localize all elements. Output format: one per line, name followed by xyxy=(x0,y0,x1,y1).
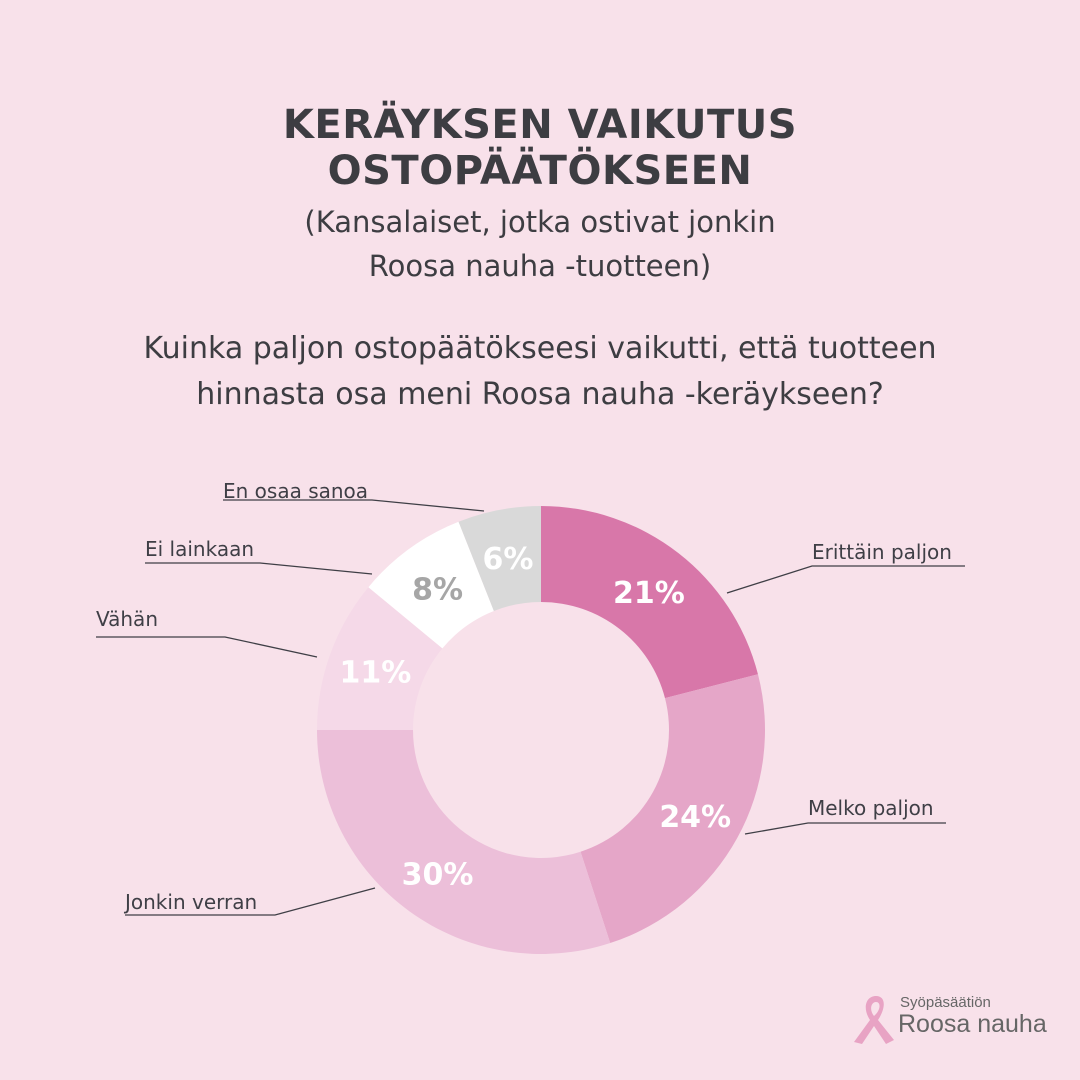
leader-line xyxy=(223,499,485,512)
donut-slice-0 xyxy=(541,506,758,699)
donut-slice-5 xyxy=(458,506,541,611)
slice-category-label: En osaa sanoa xyxy=(223,479,368,503)
question-line-1: Kuinka paljon ostopäätökseesi vaikutti, … xyxy=(143,331,937,366)
subtitle-line-1: (Kansalaiset, jotka ostivat jonkin xyxy=(304,205,776,239)
chart-title: KERÄYKSEN VAIKUTUS OSTOPÄÄTÖKSEEN xyxy=(0,102,1080,194)
slice-category-label: Jonkin verran xyxy=(123,890,257,914)
donut-slice-3 xyxy=(317,587,443,730)
subtitle-line-2: Roosa nauha -tuotteen) xyxy=(368,249,712,283)
roosa-nauha-logo: Syöpäsäätiön Roosa nauha xyxy=(842,990,1052,1050)
donut-slice-4 xyxy=(368,521,494,649)
slice-value-label: 21% xyxy=(613,576,685,611)
donut-slice-1 xyxy=(580,674,765,944)
chart-subtitle: (Kansalaiset, jotka ostivat jonkin Roosa… xyxy=(0,200,1080,288)
leader-line xyxy=(125,887,376,916)
pink-ribbon-icon xyxy=(854,996,894,1044)
survey-question: Kuinka paljon ostopäätökseesi vaikutti, … xyxy=(0,326,1080,418)
question-line-2: hinnasta osa meni Roosa nauha -keräyksee… xyxy=(196,377,884,412)
slice-value-label: 6% xyxy=(483,542,534,577)
logo-big-text: Roosa nauha xyxy=(898,1010,1047,1038)
leader-line xyxy=(744,822,946,835)
slice-value-label: 11% xyxy=(339,655,411,690)
slice-value-label: 24% xyxy=(659,800,731,835)
leader-line xyxy=(726,565,965,594)
title-line-1: KERÄYKSEN VAIKUTUS xyxy=(282,102,798,148)
slice-value-label: 30% xyxy=(402,857,474,892)
slice-category-label: Erittäin paljon xyxy=(812,540,952,564)
leader-line xyxy=(145,562,373,575)
title-line-2: OSTOPÄÄTÖKSEEN xyxy=(327,148,753,194)
donut-slice-2 xyxy=(317,730,611,955)
slice-category-label: Melko paljon xyxy=(808,796,934,820)
leader-line xyxy=(96,636,318,658)
slice-category-label: Vähän xyxy=(96,607,158,631)
logo-small-text: Syöpäsäätiön xyxy=(900,994,991,1011)
slice-value-label: 8% xyxy=(412,573,463,608)
slice-category-label: Ei lainkaan xyxy=(145,537,254,561)
